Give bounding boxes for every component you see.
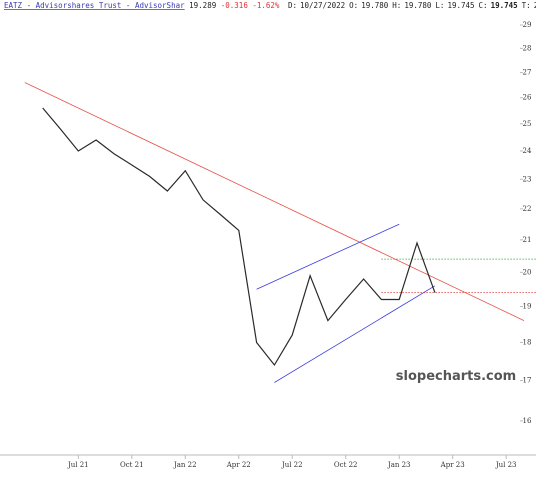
y-tick-label: 20 (523, 268, 532, 276)
change-pct: -1.62% (252, 1, 280, 10)
y-tick-label: 26 (523, 94, 532, 102)
field-value: 28.143 (534, 1, 536, 10)
x-tick-label: Apr 22 (226, 461, 251, 469)
fields: D: 10/27/2022 O: 19.780 H: 19.780 L: 19.745 C: 19… (288, 1, 536, 10)
trendline (256, 223, 400, 290)
field-label: H: (392, 1, 401, 10)
x-tick-label: Oct 21 (120, 461, 144, 469)
y-tick-label: 19 (523, 302, 532, 310)
x-tick-label: Oct 22 (334, 461, 358, 469)
symbol: EATZ - Advisorshares Trust - AdvisorShar (4, 1, 185, 10)
field-value: 19.780 (361, 1, 389, 10)
y-tick-label: 28 (523, 44, 532, 52)
field-value: 19.780 (404, 1, 432, 10)
field-label: D: (288, 1, 297, 10)
x-tick-label: Jul 22 (281, 461, 303, 469)
x-tick-label: Jan 22 (173, 461, 197, 469)
field-value: 19.745 (491, 1, 518, 10)
y-tick-label: 23 (523, 175, 532, 183)
field-label: T: (522, 1, 531, 10)
field-label: C: (479, 1, 488, 10)
trendline (24, 82, 525, 321)
x-tick-label: Apr 23 (440, 461, 465, 469)
field-label: L: (435, 1, 444, 10)
watermark: slopecharts.com (396, 369, 516, 384)
y-tick-label: 18 (523, 338, 532, 346)
header: EATZ - Advisorshares Trust - AdvisorShar… (4, 1, 536, 10)
x-tick-label: Jul 23 (495, 461, 517, 469)
y-tick-label: 22 (523, 205, 532, 213)
y-tick-label: 17 (523, 377, 532, 385)
last: 19.289 (189, 1, 216, 10)
y-tick-label: 16 (523, 417, 532, 425)
x-tick-label: Jan 23 (387, 461, 411, 469)
field-value: 19.745 (447, 1, 474, 10)
trendline (274, 285, 436, 383)
y-tick-label: 24 (523, 147, 532, 155)
y-tick-label: 25 (523, 120, 532, 128)
x-tick-label: Jul 21 (67, 461, 89, 469)
field-value: 10/27/2022 (300, 1, 345, 10)
field-label: O: (349, 1, 358, 10)
y-tick-label: 27 (523, 69, 532, 77)
change: -0.316 (221, 1, 249, 10)
y-tick-label: 21 (523, 236, 532, 244)
price-line (42, 107, 436, 367)
y-tick-label: 29 (523, 21, 532, 29)
